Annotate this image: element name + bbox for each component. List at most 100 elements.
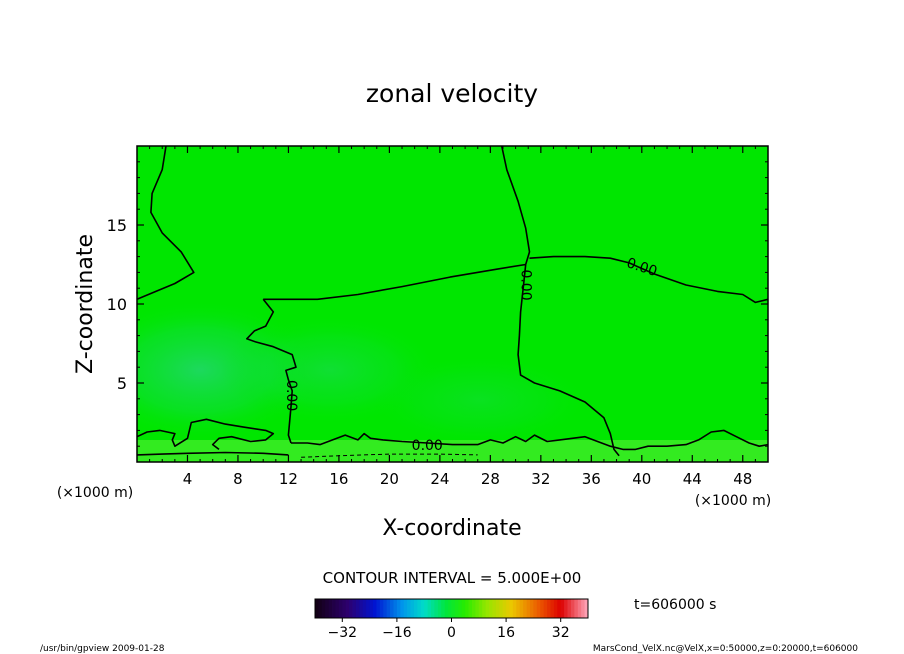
colorbar-cell-3 xyxy=(325,599,330,618)
colorbar-cell-42 xyxy=(458,599,463,618)
colorbar-cell-47 xyxy=(475,599,480,618)
x-tick-label-6: 28 xyxy=(481,470,500,488)
contour-line-5 xyxy=(246,298,297,444)
colorbar-cell-49 xyxy=(482,599,487,618)
colorbar-cell-43 xyxy=(461,599,466,618)
colorbar-cell-11 xyxy=(352,599,357,618)
colorbar-cell-26 xyxy=(403,599,408,618)
colorbar-cell-59 xyxy=(516,599,521,618)
colorbar-cell-66 xyxy=(540,599,545,618)
x-tick-label-5: 24 xyxy=(430,470,449,488)
colorbar-cell-31 xyxy=(420,599,425,618)
colorbar-tick-label-4: 32 xyxy=(552,625,570,641)
colorbar-tick-label-1: −16 xyxy=(382,625,412,641)
colorbar-cell-45 xyxy=(468,599,473,618)
colorbar-cell-8 xyxy=(342,599,347,618)
colorbar-cell-19 xyxy=(379,599,384,618)
colorbar-cell-41 xyxy=(454,599,459,618)
contour-label-3: 0.00 xyxy=(412,438,443,454)
colorbar-cell-18 xyxy=(376,599,381,618)
colorbar-cell-64 xyxy=(533,599,538,618)
colorbar-cell-7 xyxy=(338,599,343,618)
colorbar-tick-label-0: −32 xyxy=(328,625,358,641)
y-tick-label-2: 15 xyxy=(107,216,127,235)
colorbar-cell-74 xyxy=(567,599,572,618)
colorbar-cell-73 xyxy=(564,599,568,618)
near-surface-band xyxy=(137,440,768,462)
colorbar-cell-48 xyxy=(478,599,483,618)
colorbar-cell-77 xyxy=(577,599,582,618)
colorbar-cell-38 xyxy=(444,599,449,618)
colorbar-cell-54 xyxy=(499,599,504,618)
colorbar-cell-52 xyxy=(492,599,497,618)
x-tick-label-4: 20 xyxy=(380,470,399,488)
colorbar-cell-75 xyxy=(570,599,575,618)
colorbar-cell-33 xyxy=(427,599,432,618)
colorbar-tick-label-2: 0 xyxy=(447,625,456,641)
chart-title: zonal velocity xyxy=(366,79,538,108)
colorbar-cell-65 xyxy=(536,599,541,618)
contour-line-6 xyxy=(137,418,275,451)
colorbar-cell-34 xyxy=(431,599,435,618)
colorbar-cell-44 xyxy=(465,599,469,618)
y-axis-title: Z-coordinate xyxy=(73,234,98,374)
time-annotation: t=606000 s xyxy=(634,597,716,613)
colorbar-cell-60 xyxy=(519,599,524,618)
colorbar-cell-36 xyxy=(437,599,442,618)
footer-right: MarsCond_VelX.nc@VelX,x=0:50000,z=0:2000… xyxy=(593,644,858,654)
x-axis-title: X-coordinate xyxy=(382,516,521,541)
colorbar-cell-62 xyxy=(526,599,531,618)
y-tick-label-1: 10 xyxy=(107,295,127,314)
colorbar-cell-23 xyxy=(393,599,398,618)
colorbar-cell-69 xyxy=(550,599,555,618)
colorbar-tick-label-3: 16 xyxy=(497,625,515,641)
colorbar-cell-40 xyxy=(451,599,456,618)
x-tick-label-8: 36 xyxy=(582,470,601,488)
x-tick-label-0: 4 xyxy=(183,470,193,488)
colorbar-cell-51 xyxy=(489,599,493,618)
colorbar-cell-39 xyxy=(448,599,452,618)
colorbar-cell-17 xyxy=(373,599,377,618)
x-tick-label-7: 32 xyxy=(531,470,550,488)
contour-line-7 xyxy=(291,429,768,451)
x-tick-label-3: 16 xyxy=(329,470,348,488)
colorbar-cell-78 xyxy=(581,599,585,618)
colorbar-cell-35 xyxy=(434,599,439,618)
colorbar-cell-58 xyxy=(512,599,517,618)
x-unit-label-right: (×1000 m) xyxy=(695,493,771,509)
colorbar-cell-61 xyxy=(523,599,527,618)
colorbar-cell-6 xyxy=(335,599,340,618)
colorbar-cell-20 xyxy=(383,599,388,618)
colorbar-cell-70 xyxy=(553,599,558,618)
colorbar-cell-72 xyxy=(560,599,565,618)
colorbar-cell-57 xyxy=(509,599,514,618)
x-tick-label-9: 40 xyxy=(632,470,651,488)
contour-line-4 xyxy=(529,255,768,304)
contour-label-2: 0.00 xyxy=(283,380,299,411)
colorbar-cell-50 xyxy=(485,599,490,618)
colorbar-cell-22 xyxy=(390,599,394,618)
colorbar-cell-30 xyxy=(417,599,422,618)
colorbar-cell-56 xyxy=(506,599,510,618)
contour-label-1: 0.00 xyxy=(518,269,534,300)
colorbar-cell-71 xyxy=(557,599,562,618)
colorbar-cell-55 xyxy=(502,599,507,618)
colorbar-cell-63 xyxy=(529,599,534,618)
colorbar-cell-14 xyxy=(362,599,367,618)
field-shade-right xyxy=(370,355,590,445)
colorbar-cell-4 xyxy=(328,599,333,618)
plot-area: 0.000.000.000.00 xyxy=(137,146,768,462)
colorbar-cell-76 xyxy=(574,599,579,618)
colorbar-cell-16 xyxy=(369,599,374,618)
contour-line-3 xyxy=(517,264,620,457)
contour-line-2 xyxy=(263,263,526,301)
footer-left: /usr/bin/gpview 2009-01-28 xyxy=(40,644,165,654)
colorbar-cell-53 xyxy=(495,599,500,618)
y-tick-label-0: 5 xyxy=(117,374,127,393)
colorbar-cell-0 xyxy=(315,599,319,618)
contour-line-8 xyxy=(137,451,289,456)
contour-line-0 xyxy=(137,146,195,301)
colorbar-cell-9 xyxy=(345,599,350,618)
